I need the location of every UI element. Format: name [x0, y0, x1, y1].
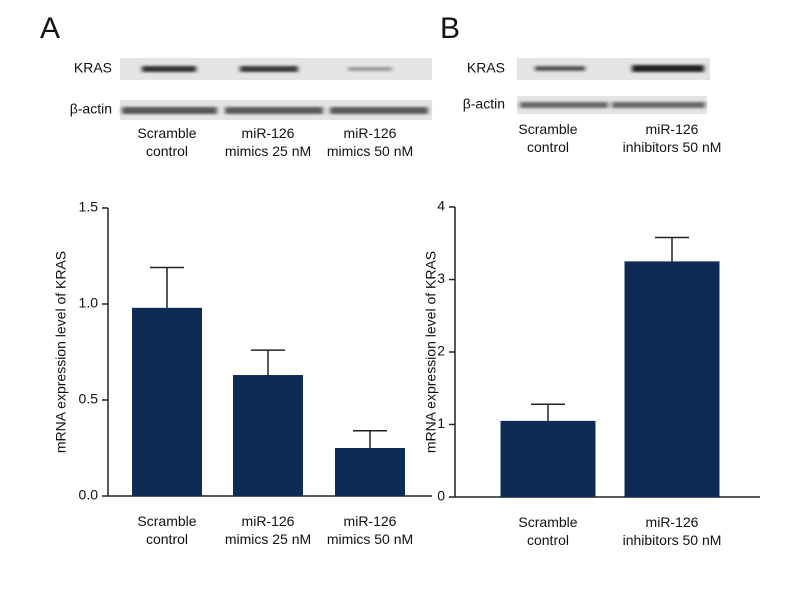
bar — [132, 307, 202, 496]
blot-lane-label: miR-126 mimics 50 nM — [327, 125, 413, 159]
y-tick-label: 1.5 — [79, 199, 99, 215]
bar — [233, 375, 303, 496]
y-tick-label: 1.0 — [79, 295, 99, 311]
bar — [500, 420, 596, 497]
blot-lane-label: miR-126 mimics 25 nM — [225, 125, 311, 159]
y-tick-label: 0.5 — [79, 391, 99, 407]
blot-row-label: KRAS — [467, 60, 505, 76]
y-axis-label: mRNA expression level of KRAS — [53, 251, 69, 453]
y-tick-label: 0.0 — [79, 487, 99, 503]
blot-strip — [517, 58, 710, 80]
x-tick-label: miR-126 mimics 25 nM — [225, 513, 311, 547]
x-tick-label: Scramble control — [137, 513, 196, 547]
y-tick-label: 0 — [437, 488, 445, 504]
blot-bands — [122, 66, 428, 114]
y-tick-label: 1 — [437, 415, 445, 431]
panel-label: B — [440, 12, 460, 45]
blot-row-label: β-actin — [463, 96, 505, 112]
x-tick-label: miR-126 mimics 50 nM — [327, 513, 413, 547]
bar — [335, 448, 405, 496]
blot-row-label: β-actin — [70, 101, 112, 117]
x-tick-label: miR-126 inhibitors 50 nM — [623, 514, 722, 548]
blot-row-label: KRAS — [74, 60, 112, 76]
blot-lane-label: Scramble control — [137, 125, 196, 159]
bar — [624, 261, 720, 497]
x-tick-label: Scramble control — [518, 514, 577, 548]
blot-lane-label: miR-126 inhibitors 50 nM — [623, 121, 722, 155]
y-axis-label: mRNA expression level of KRAS — [423, 251, 439, 453]
y-tick-label: 3 — [437, 270, 445, 286]
panel-label: A — [40, 12, 60, 45]
blot-lane-label: Scramble control — [518, 121, 577, 155]
blot-bands — [520, 65, 705, 108]
y-tick-label: 2 — [437, 343, 445, 359]
y-tick-label: 4 — [437, 198, 445, 214]
